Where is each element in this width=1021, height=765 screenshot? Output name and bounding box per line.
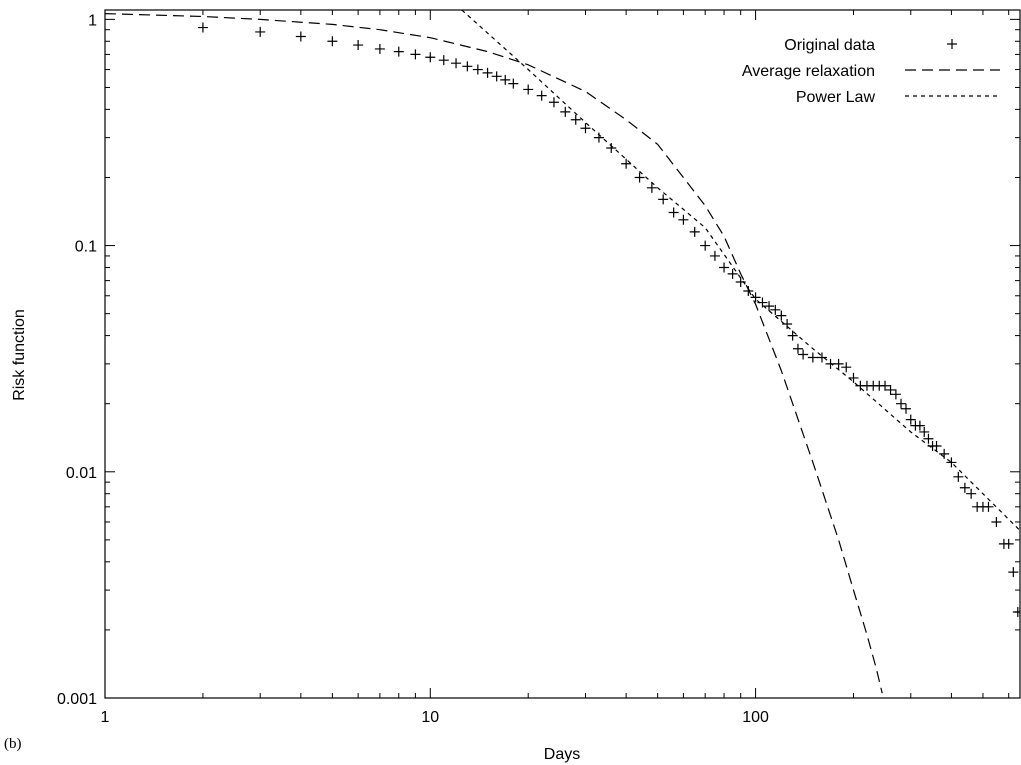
data-point	[438, 55, 449, 66]
data-point	[900, 403, 911, 414]
data-point	[197, 22, 208, 33]
data-point	[425, 52, 436, 63]
series-power-law	[461, 10, 1020, 531]
data-point	[709, 250, 720, 261]
data-point	[393, 46, 404, 57]
series-layer	[105, 10, 1020, 694]
data-point	[798, 349, 809, 360]
data-point	[719, 262, 730, 273]
data-point	[919, 426, 930, 437]
data-point	[890, 389, 901, 400]
x-tick-label: 100	[742, 709, 769, 726]
data-point	[848, 372, 859, 383]
y-tick-label: 1	[88, 12, 97, 29]
data-point	[792, 343, 803, 354]
legend-label: Original data	[784, 37, 875, 54]
data-point	[776, 310, 787, 321]
data-point	[1015, 606, 1020, 617]
data-point	[983, 501, 994, 512]
data-point	[689, 226, 700, 237]
data-point	[536, 90, 547, 101]
data-point	[621, 158, 632, 169]
data-point	[880, 380, 891, 391]
legend-label: Average relaxation	[742, 63, 875, 80]
data-point	[646, 182, 657, 193]
data-point	[658, 194, 669, 205]
data-point	[451, 58, 462, 69]
data-point	[491, 71, 502, 82]
data-point	[634, 172, 645, 183]
data-point	[410, 49, 421, 60]
x-tick-label: 10	[421, 709, 439, 726]
data-point	[816, 352, 827, 363]
data-point	[482, 67, 493, 78]
data-point	[743, 285, 754, 296]
data-point	[327, 36, 338, 47]
x-axis: 1 10 100	[101, 10, 1010, 726]
data-point	[770, 304, 781, 315]
plot-border	[104, 9, 1021, 699]
data-point	[374, 43, 385, 54]
data-point	[606, 142, 617, 153]
plot-frame	[104, 9, 1021, 699]
data-point	[560, 106, 571, 117]
y-tick-label: 0.001	[57, 691, 97, 708]
data-point	[764, 301, 775, 312]
y-axis-label: Risk function	[11, 309, 28, 401]
y-tick-label: 0.01	[66, 465, 97, 482]
x-tick-label: 1	[101, 709, 110, 726]
data-point	[353, 40, 364, 51]
data-point	[991, 516, 1002, 527]
data-point	[931, 441, 942, 452]
data-point	[953, 471, 964, 482]
data-point	[1003, 538, 1014, 549]
data-point	[678, 214, 689, 225]
data-point	[1008, 567, 1019, 578]
y-tick-label: 0.1	[75, 239, 97, 256]
data-point	[548, 97, 559, 108]
series-line	[461, 10, 1020, 531]
series-average-relaxation	[105, 13, 883, 694]
legend-label: Power Law	[796, 89, 876, 106]
data-point	[939, 448, 950, 459]
series-line	[105, 13, 883, 694]
data-point	[500, 74, 511, 85]
data-point	[700, 240, 711, 251]
data-point	[959, 482, 970, 493]
data-point	[255, 26, 266, 37]
x-axis-label: Days	[544, 746, 580, 763]
series-original-data	[197, 22, 1020, 617]
legend-swatch	[947, 39, 957, 49]
data-point	[896, 398, 907, 409]
data-point	[923, 433, 934, 444]
y-axis: 0.001 0.01 0.1 1	[57, 12, 1020, 708]
panel-label: (b)	[4, 736, 22, 752]
data-point	[807, 352, 818, 363]
data-point	[833, 358, 844, 369]
data-point	[570, 114, 581, 125]
data-point	[841, 362, 852, 373]
data-point	[966, 488, 977, 499]
data-point	[727, 268, 738, 279]
data-point	[295, 31, 306, 42]
data-point	[523, 84, 534, 95]
data-point	[668, 207, 679, 218]
data-point	[905, 414, 916, 425]
legend: Original data Average relaxation Power Law	[742, 37, 1000, 106]
data-point	[750, 292, 761, 303]
data-point	[462, 61, 473, 72]
data-point	[885, 384, 896, 395]
data-point	[580, 123, 591, 134]
data-point	[914, 420, 925, 431]
data-point	[508, 78, 519, 89]
data-point	[946, 457, 957, 468]
data-point	[787, 330, 798, 341]
data-point	[472, 64, 483, 75]
